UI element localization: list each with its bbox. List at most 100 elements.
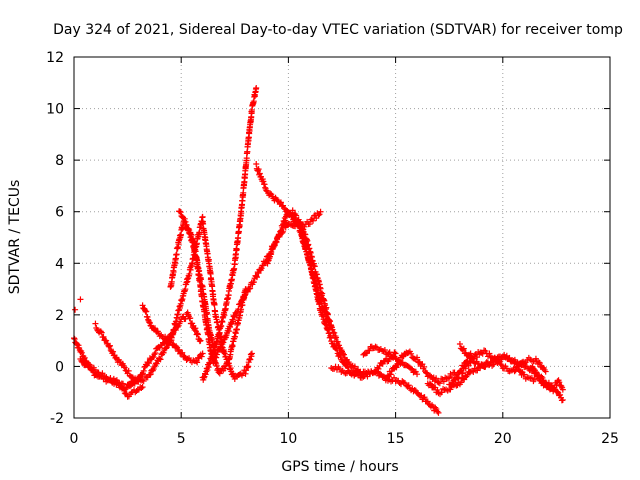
data-point xyxy=(146,319,153,326)
data-point xyxy=(172,327,179,334)
data-point xyxy=(392,350,399,357)
data-point xyxy=(436,380,443,387)
data-point xyxy=(92,320,99,327)
data-point xyxy=(121,364,128,371)
data-point xyxy=(139,302,146,309)
x-tick-label: 10 xyxy=(279,431,297,447)
data-point xyxy=(199,350,206,357)
y-tick-label: 4 xyxy=(55,256,64,272)
data-point xyxy=(559,396,566,403)
data-point xyxy=(98,329,105,336)
data-point xyxy=(286,209,293,216)
data-point xyxy=(281,204,288,211)
data-point xyxy=(433,375,440,382)
data-point xyxy=(405,382,412,389)
data-point xyxy=(132,378,139,385)
data-point xyxy=(197,337,204,344)
data-point xyxy=(195,265,202,272)
data-point xyxy=(511,360,518,367)
data-point xyxy=(72,306,79,313)
data-point xyxy=(421,394,428,401)
data-point xyxy=(140,378,147,385)
data-point xyxy=(435,379,442,386)
data-point xyxy=(192,325,199,332)
x-axis-label: GPS time / hours xyxy=(281,459,398,475)
data-point xyxy=(218,344,225,351)
data-point xyxy=(385,350,392,357)
data-point xyxy=(306,221,313,228)
data-point xyxy=(514,363,521,370)
data-point xyxy=(146,360,153,367)
plot-frame xyxy=(73,56,611,419)
data-point xyxy=(182,218,189,225)
data-point xyxy=(486,361,493,368)
data-point xyxy=(317,208,324,215)
data-point xyxy=(179,349,186,356)
data-point xyxy=(143,308,150,315)
y-tick-label: 0 xyxy=(55,359,64,375)
data-point xyxy=(250,279,257,286)
y-tick-label: 6 xyxy=(55,205,64,221)
data-point xyxy=(319,290,326,297)
data-point xyxy=(140,367,147,374)
data-point xyxy=(213,351,220,358)
data-point xyxy=(434,408,441,415)
data-point xyxy=(89,367,96,374)
data-point xyxy=(109,379,116,386)
data-point xyxy=(339,350,346,357)
data-point xyxy=(235,306,242,313)
y-axis: -2 0 2 4 6 8 10 12 xyxy=(46,50,610,427)
data-point xyxy=(210,359,217,366)
data-point xyxy=(387,371,394,378)
data-point xyxy=(556,379,563,386)
data-point xyxy=(221,365,228,372)
series-track-20 xyxy=(527,363,566,393)
data-point xyxy=(397,359,404,366)
data-point xyxy=(554,388,561,395)
data-point xyxy=(386,349,393,356)
data-point xyxy=(372,343,379,350)
data-point xyxy=(440,378,447,385)
data-point xyxy=(211,301,218,308)
data-point xyxy=(214,339,221,346)
x-axis: 0 5 10 15 20 25 xyxy=(70,57,619,447)
data-point xyxy=(340,351,347,358)
data-point xyxy=(115,379,122,386)
data-point xyxy=(216,346,223,353)
data-point xyxy=(497,361,504,368)
data-point xyxy=(392,378,399,385)
data-point xyxy=(331,329,338,336)
data-point xyxy=(388,368,395,375)
data-point xyxy=(253,84,260,91)
data-point xyxy=(489,358,496,365)
data-point xyxy=(204,367,211,374)
data-point xyxy=(156,333,163,340)
series-track-5 xyxy=(139,302,206,366)
series-track-9 xyxy=(199,84,260,383)
data-point xyxy=(122,386,129,393)
data-point xyxy=(106,343,113,350)
data-point xyxy=(456,340,463,347)
data-point xyxy=(254,274,261,281)
x-tick-label: 15 xyxy=(387,431,405,447)
data-point xyxy=(315,212,322,219)
data-point xyxy=(139,384,146,391)
data-point xyxy=(194,330,201,337)
data-point xyxy=(176,208,183,215)
data-point xyxy=(391,374,398,381)
data-point xyxy=(323,304,330,311)
data-point xyxy=(187,315,194,322)
data-point xyxy=(147,371,154,378)
data-point xyxy=(277,199,284,206)
data-point xyxy=(151,351,158,358)
data-point xyxy=(377,370,384,377)
data-point xyxy=(536,359,543,366)
data-point xyxy=(293,212,300,219)
data-point xyxy=(521,371,528,378)
data-point xyxy=(464,372,471,379)
data-point xyxy=(177,209,184,216)
data-point xyxy=(255,270,262,277)
data-point xyxy=(77,296,84,303)
data-point xyxy=(213,362,220,369)
